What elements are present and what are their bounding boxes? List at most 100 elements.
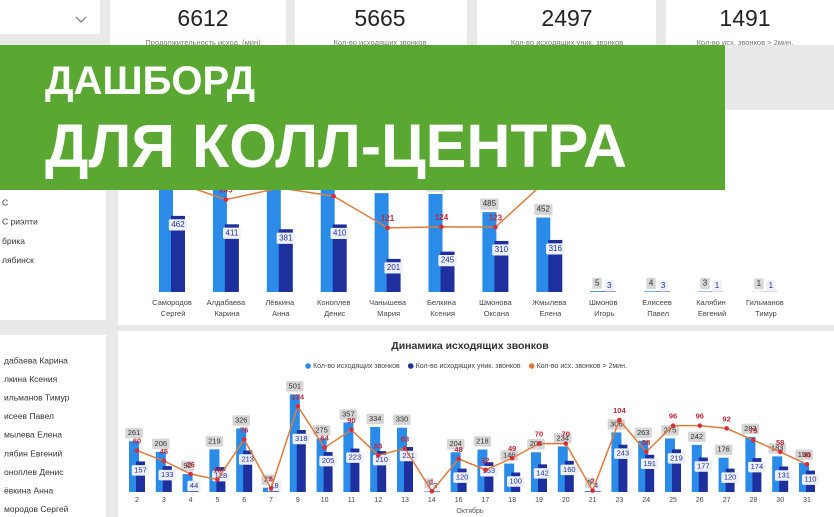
line-point — [751, 437, 756, 443]
line-point — [777, 449, 783, 455]
data-label-box — [604, 280, 614, 292]
data-label-box — [714, 444, 733, 455]
data-label: 44 — [190, 481, 198, 490]
data-label: 40 — [803, 450, 811, 459]
data-label-box — [438, 255, 457, 267]
x-tick-label: Жмылева Елена — [532, 298, 567, 318]
bar — [296, 430, 306, 492]
x-tick-label: Калябин Евгений — [696, 298, 726, 318]
data-label-box — [205, 436, 224, 447]
data-label-box — [634, 427, 652, 439]
data-label: 177 — [697, 462, 710, 471]
data-label: 176 — [717, 445, 730, 454]
data-label: 121 — [381, 214, 395, 223]
x-tick-label-line: Павел — [645, 309, 669, 318]
x-tick-label: 2 — [135, 497, 139, 504]
data-label-box — [232, 415, 250, 426]
data-label: 223 — [349, 453, 362, 462]
line-point — [223, 197, 229, 202]
employee-item: ильманов Тимур — [4, 392, 70, 402]
data-label: 183 — [771, 443, 784, 452]
x-tick-label-line: Евгений — [696, 309, 726, 318]
data-label-box — [700, 277, 710, 290]
bar — [332, 224, 347, 292]
bar — [450, 452, 461, 492]
line-point — [643, 449, 649, 455]
line-point — [439, 224, 444, 230]
x-tick-label-line: Елена — [537, 309, 562, 318]
bar — [404, 447, 413, 492]
bar — [584, 491, 595, 492]
data-label: 92 — [722, 414, 730, 423]
data-label: 160 — [563, 465, 576, 474]
x-tick-label: 9 — [296, 497, 300, 504]
data-label: 310 — [495, 245, 509, 254]
data-label: 100 — [509, 477, 522, 486]
employee-item: мылева Елена — [4, 430, 62, 440]
data-label: 245 — [441, 256, 455, 265]
employee-item: дабаева Карина — [4, 355, 68, 365]
data-label: 3 — [433, 481, 437, 490]
line-point — [493, 224, 498, 230]
line-point — [456, 456, 461, 462]
filter-item: лябинск — [2, 255, 34, 265]
x-tick-label: 3 — [162, 497, 166, 504]
data-label-box — [238, 454, 257, 465]
x-tick-label: 17 — [482, 497, 490, 504]
line-point — [385, 225, 390, 231]
data-label: 48 — [454, 445, 462, 454]
employee-item: лябин Евгений — [4, 448, 63, 458]
legend-label: Кол-во исх. звонков > 2мин. — [537, 363, 627, 370]
data-label: 120 — [724, 473, 737, 482]
bar — [430, 491, 440, 492]
data-label: 58 — [776, 438, 784, 447]
bar — [665, 438, 675, 492]
data-label: 90 — [347, 416, 355, 425]
line-point — [590, 488, 595, 493]
data-label-box — [640, 458, 659, 470]
data-label-box — [534, 203, 553, 216]
data-label: 133 — [161, 470, 174, 479]
data-label: 96 — [696, 412, 704, 421]
bar — [136, 461, 145, 492]
data-label: 206 — [155, 439, 168, 448]
data-label: 381 — [279, 233, 293, 242]
data-label-box — [802, 474, 819, 485]
data-label: 275 — [315, 425, 328, 434]
data-label: 1 — [757, 279, 762, 288]
data-label-box — [554, 433, 572, 444]
data-label: 64 — [320, 434, 329, 443]
data-label: 5 — [269, 475, 273, 484]
bar — [224, 224, 239, 292]
employee-item: ёвкина Анна — [4, 485, 54, 495]
kpi-value: 2497 — [541, 5, 592, 31]
data-label-box — [560, 464, 579, 476]
x-tick-label: 27 — [723, 497, 731, 504]
data-label: 124 — [435, 213, 449, 222]
data-label: 243 — [617, 449, 630, 458]
x-tick-label: Коноплев Денис — [317, 298, 350, 318]
data-label-box — [453, 472, 471, 483]
data-label: 3 — [427, 478, 431, 487]
filter-dropdown[interactable] — [0, 0, 100, 34]
line-point — [134, 448, 140, 453]
data-label: 32 — [481, 456, 489, 465]
data-label-box — [187, 480, 201, 492]
data-label: 70 — [562, 430, 570, 439]
data-label-box — [774, 470, 793, 481]
data-label-box — [741, 423, 760, 435]
data-label: 501 — [289, 381, 302, 390]
bar — [171, 215, 185, 292]
x-tick-label: 6 — [242, 497, 246, 504]
bar — [645, 454, 655, 492]
x-tick-label-line: Ксения — [428, 309, 455, 318]
data-label: 283 — [744, 424, 757, 433]
bar — [672, 449, 681, 492]
data-label-box — [152, 438, 170, 450]
x-tick-label-line: Белкина — [427, 298, 457, 307]
data-label-box — [688, 431, 706, 443]
bar — [611, 432, 622, 492]
x-axis-label: Октябрь — [456, 507, 483, 515]
bar — [564, 460, 574, 492]
data-label-box — [223, 227, 241, 239]
